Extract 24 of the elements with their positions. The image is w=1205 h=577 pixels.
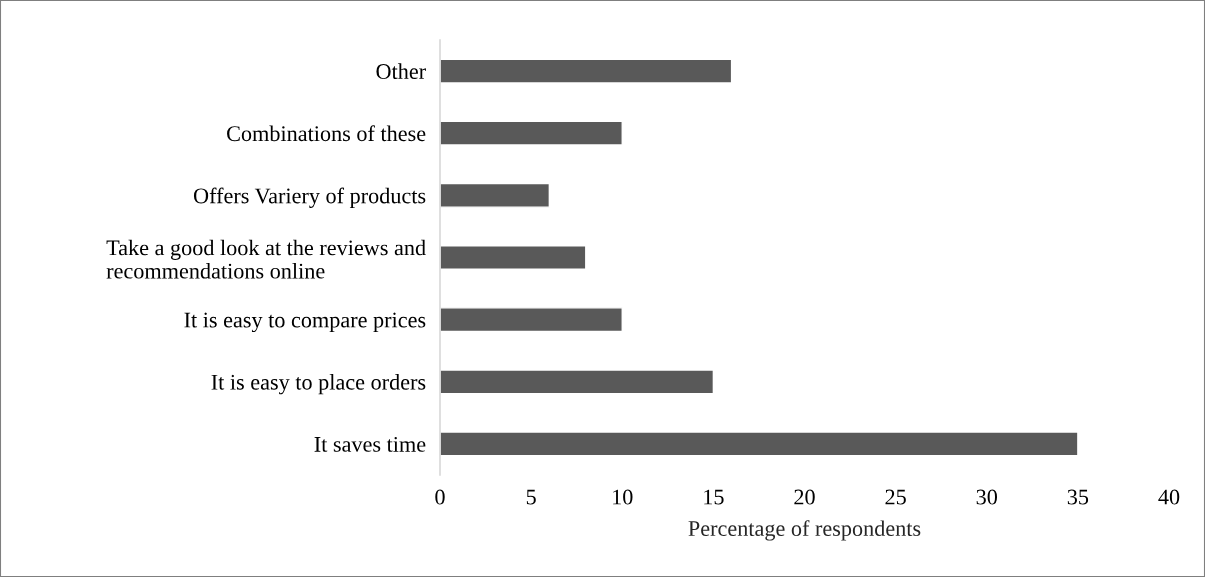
y-tick-label: It saves time xyxy=(314,436,426,452)
bar xyxy=(440,182,551,208)
bar xyxy=(440,58,733,84)
bar xyxy=(440,307,623,333)
x-tick-label: 35 xyxy=(1067,489,1089,505)
bar xyxy=(440,120,623,146)
x-tick-label: 40 xyxy=(1158,489,1180,505)
bar xyxy=(440,431,1079,457)
x-axis-title: Percentage of respondents xyxy=(688,520,921,541)
x-tick-label: 30 xyxy=(976,489,998,505)
y-tick-label: It is easy to compare prices xyxy=(184,312,426,333)
x-tick-label: 5 xyxy=(526,489,536,505)
x-tick-label: 0 xyxy=(435,489,445,505)
y-tick-label: Combinations of these xyxy=(227,125,426,142)
x-tick-label: 10 xyxy=(613,489,633,505)
bar xyxy=(440,369,715,395)
x-tick-label: 15 xyxy=(704,489,724,505)
y-tick-label: It is easy to place orders xyxy=(211,374,426,395)
y-tick-label: Other xyxy=(376,63,426,79)
y-tick-label: Take a good look at the reviews and recommendations online xyxy=(106,239,426,279)
x-tick-label: 20 xyxy=(794,489,815,505)
y-tick-label: Offers Variery of products xyxy=(193,187,426,208)
bar xyxy=(440,244,587,271)
x-tick-label: 25 xyxy=(885,489,906,505)
